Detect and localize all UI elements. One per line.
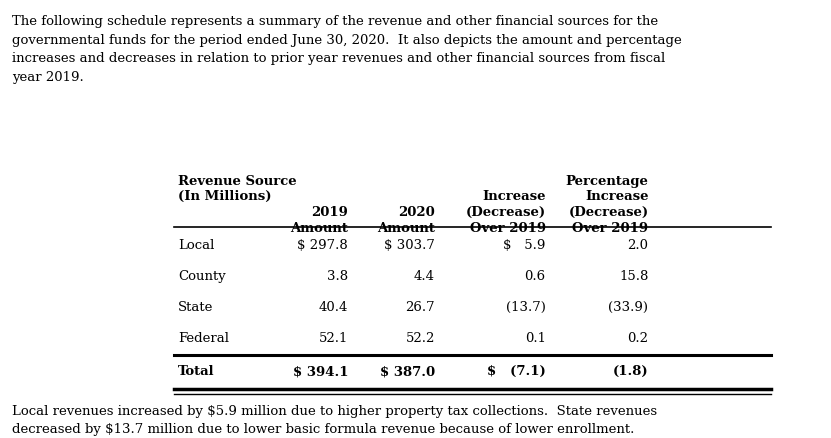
Text: 0.6: 0.6 bbox=[524, 270, 546, 283]
Text: Federal: Federal bbox=[178, 332, 229, 345]
Text: (In Millions): (In Millions) bbox=[178, 191, 272, 203]
Text: 0.2: 0.2 bbox=[627, 332, 648, 345]
Text: $ 394.1: $ 394.1 bbox=[293, 365, 348, 378]
Text: The following schedule represents a summary of the revenue and other financial s: The following schedule represents a summ… bbox=[12, 15, 681, 84]
Text: Percentage: Percentage bbox=[566, 175, 648, 188]
Text: (13.7): (13.7) bbox=[506, 301, 546, 314]
Text: $ 387.0: $ 387.0 bbox=[380, 365, 435, 378]
Text: Amount: Amount bbox=[290, 222, 348, 235]
Text: 4.4: 4.4 bbox=[414, 270, 435, 283]
Text: County: County bbox=[178, 270, 226, 283]
Text: Total: Total bbox=[178, 365, 214, 378]
Text: Over 2019: Over 2019 bbox=[470, 222, 546, 235]
Text: State: State bbox=[178, 301, 214, 314]
Text: 2020: 2020 bbox=[398, 206, 435, 219]
Text: Revenue Source: Revenue Source bbox=[178, 175, 297, 188]
Text: 52.1: 52.1 bbox=[318, 332, 348, 345]
Text: Over 2019: Over 2019 bbox=[573, 222, 648, 235]
Text: $ 303.7: $ 303.7 bbox=[384, 239, 435, 252]
Text: $ 297.8: $ 297.8 bbox=[297, 239, 348, 252]
Text: Amount: Amount bbox=[377, 222, 435, 235]
Text: Increase: Increase bbox=[482, 191, 546, 203]
Text: (Decrease): (Decrease) bbox=[568, 206, 648, 219]
Text: Increase: Increase bbox=[585, 191, 648, 203]
Text: 26.7: 26.7 bbox=[406, 301, 435, 314]
Text: 52.2: 52.2 bbox=[406, 332, 435, 345]
Text: Local revenues increased by $5.9 million due to higher property tax collections.: Local revenues increased by $5.9 million… bbox=[12, 405, 657, 436]
Text: $   5.9: $ 5.9 bbox=[504, 239, 546, 252]
Text: 2019: 2019 bbox=[311, 206, 348, 219]
Text: 15.8: 15.8 bbox=[619, 270, 648, 283]
Text: (33.9): (33.9) bbox=[608, 301, 648, 314]
Text: (Decrease): (Decrease) bbox=[465, 206, 546, 219]
Text: 40.4: 40.4 bbox=[318, 301, 348, 314]
Text: $   (7.1): $ (7.1) bbox=[487, 365, 546, 378]
Text: 0.1: 0.1 bbox=[524, 332, 546, 345]
Text: (1.8): (1.8) bbox=[612, 365, 648, 378]
Text: 2.0: 2.0 bbox=[627, 239, 648, 252]
Text: Local: Local bbox=[178, 239, 214, 252]
Text: 3.8: 3.8 bbox=[327, 270, 348, 283]
